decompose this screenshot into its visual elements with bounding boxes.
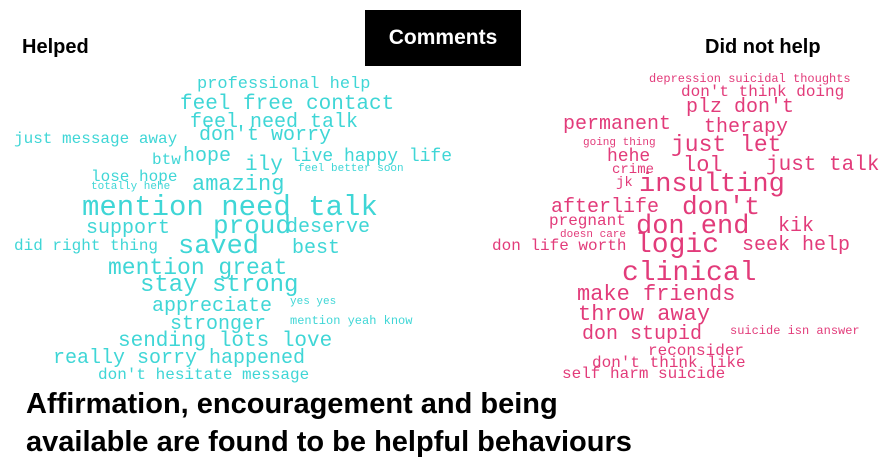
helped-word: yes yes — [290, 296, 337, 308]
helped-word: lose hope — [91, 168, 178, 186]
not-helped-word: self harm suicide — [562, 365, 726, 383]
helped-word-cloud: professional help feel free contact feel… — [14, 75, 453, 384]
helped-word: mention yeah know — [290, 314, 413, 328]
helped-word: don't hesitate message — [98, 366, 310, 384]
not-helped-word: reconsider — [648, 342, 745, 360]
not-helped-word: permanent — [563, 113, 672, 136]
helped-word: professional help — [197, 75, 371, 94]
not-helped-word: jk — [616, 175, 633, 191]
helped-word: hope — [183, 145, 232, 168]
not-helped-word: just talk — [766, 154, 880, 177]
not-helped-word: crime — [612, 162, 655, 178]
not-helped-word: plz don't — [686, 96, 795, 119]
comments-title: Comments — [365, 10, 521, 66]
not-helped-word: afterlife — [551, 196, 660, 219]
helped-word: sending lots love — [118, 330, 333, 353]
not-helped-word: don't think like — [592, 354, 746, 372]
not-helped-word: just let — [671, 132, 782, 158]
not-helped-word: don end — [636, 212, 750, 242]
not-helped-word: clinical — [622, 258, 757, 289]
not-helped-word: kik — [778, 215, 815, 238]
helped-word: live happy life — [290, 147, 453, 167]
helped-word: mention great — [108, 255, 288, 281]
not-helped-word: don stupid — [582, 323, 703, 346]
helped-word: just message away — [14, 130, 178, 148]
not-helped-word: seek help — [742, 234, 851, 257]
not-helped-word: lol — [683, 153, 723, 178]
not-helped-word-cloud: depression suicidal thoughts don't think… — [492, 72, 880, 383]
helped-word: appreciate — [152, 295, 273, 318]
helped-word: stronger — [170, 313, 267, 336]
not-helped-word: therapy — [704, 116, 789, 139]
caption-line-2: available are found to be helpful behavi… — [26, 426, 632, 458]
did-not-help-label: Did not help — [705, 36, 821, 58]
helped-word: best — [292, 237, 341, 260]
not-helped-word: suicide isn answer — [730, 324, 860, 338]
not-helped-word: don life worth — [492, 237, 627, 255]
helped-word: feel need talk — [190, 111, 359, 134]
not-helped-word: throw away — [578, 302, 711, 327]
not-helped-word: insulting — [639, 170, 785, 200]
helped-word: support — [86, 217, 171, 240]
helped-word: feel better soon — [298, 163, 404, 175]
caption-line-1: Affirmation, encouragement and being — [26, 388, 558, 420]
not-helped-word: don't think doing — [681, 83, 845, 101]
helped-word: don't worry — [199, 124, 332, 147]
not-helped-word: pregnant — [549, 212, 626, 230]
not-helped-word: depression suicidal thoughts — [649, 72, 851, 86]
helped-word: ily — [245, 154, 283, 177]
not-helped-word: hehe — [607, 147, 651, 167]
not-helped-word: logic — [635, 230, 720, 261]
not-helped-word: doesn care — [560, 229, 627, 241]
caption: Affirmation, encouragement and being ava… — [26, 385, 866, 461]
helped-word: amazing — [192, 172, 285, 197]
helped-label: Helped — [22, 36, 89, 58]
helped-word: really sorry happened — [53, 347, 306, 370]
helped-word: did right thing — [14, 237, 159, 255]
helped-word: proud — [213, 211, 292, 241]
helped-word: stay strong — [140, 272, 299, 299]
helped-word: feel free contact — [180, 93, 395, 116]
not-helped-word: don't — [682, 192, 761, 222]
helped-word: btw — [152, 151, 181, 169]
helped-word: saved — [178, 232, 260, 262]
not-helped-word: make friends — [577, 282, 736, 307]
helped-word: mention need talk — [82, 191, 378, 224]
helped-word: deserve — [286, 216, 371, 239]
helped-word: totally hehe — [91, 181, 171, 193]
not-helped-word: going thing — [583, 137, 656, 149]
